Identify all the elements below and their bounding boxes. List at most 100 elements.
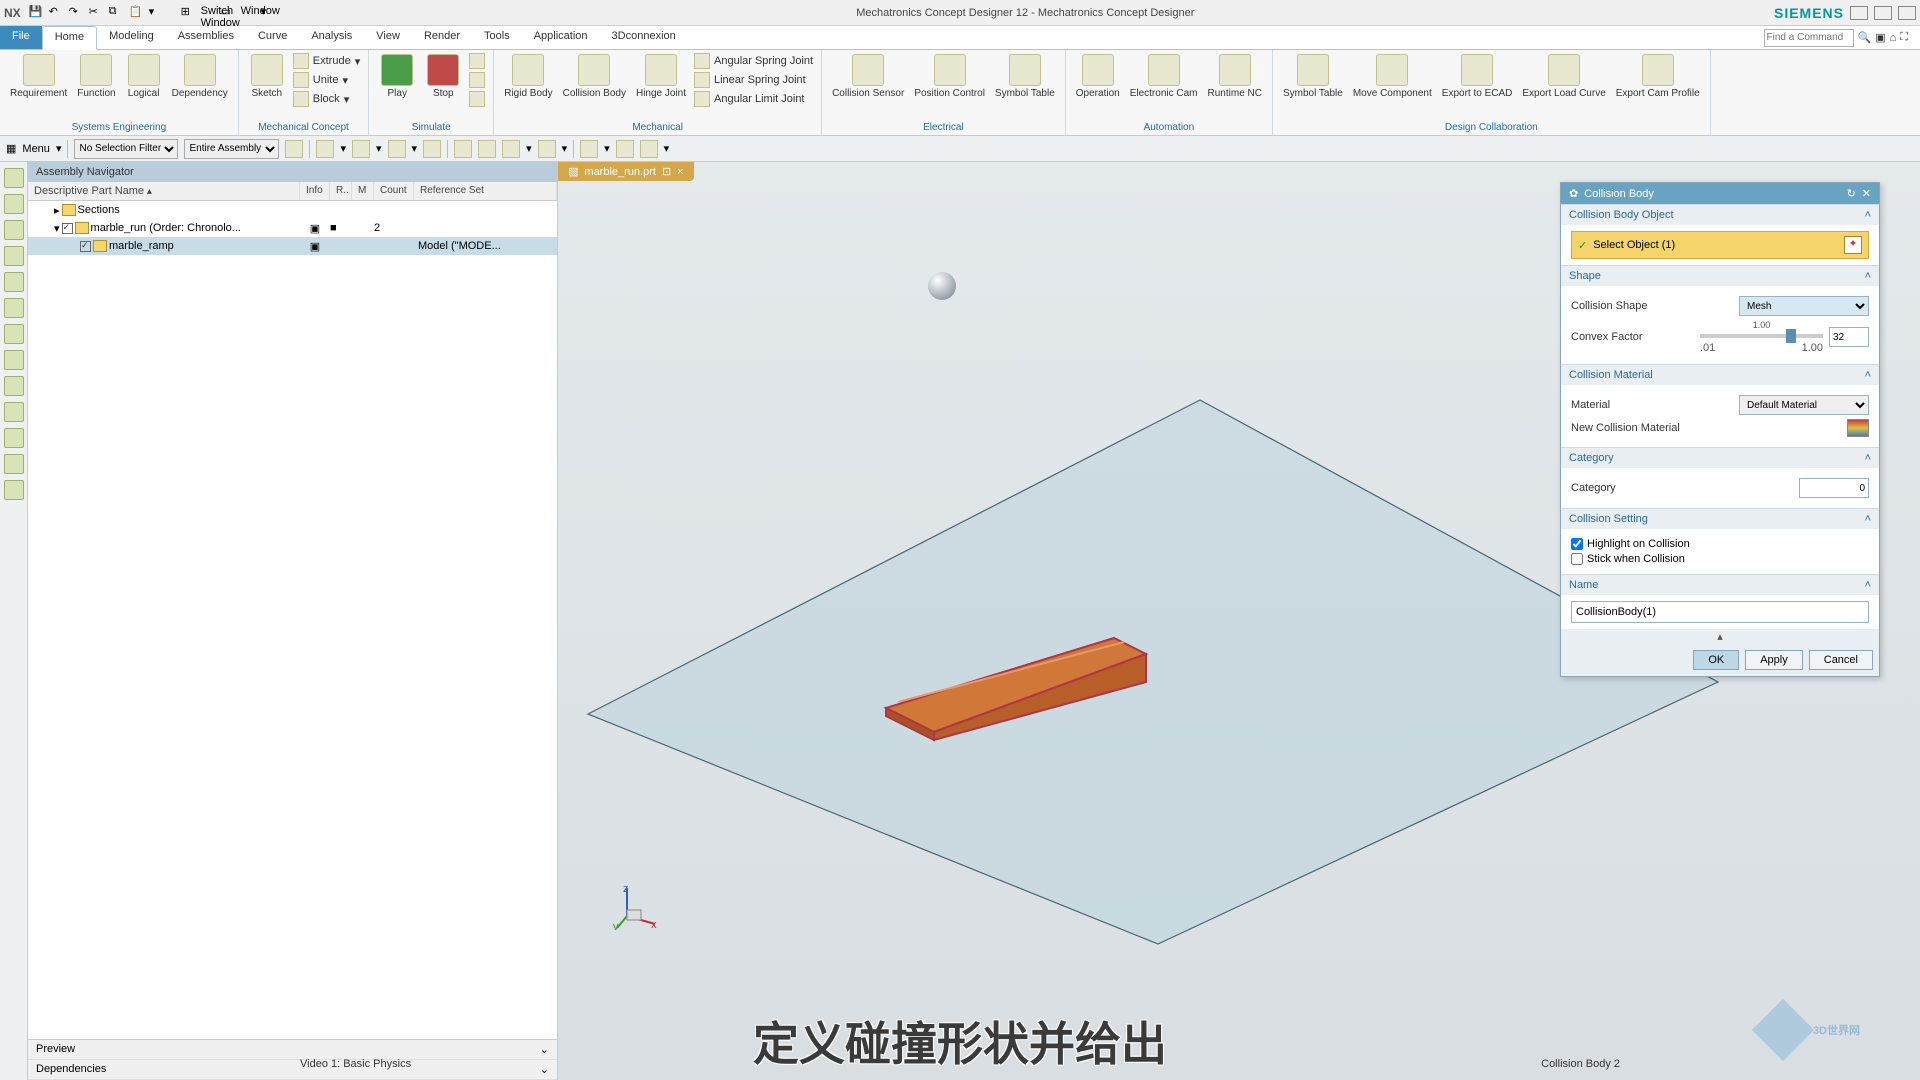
add-selection-icon[interactable]: ✦ [1844,236,1862,254]
close-icon[interactable]: ✕ [1862,187,1871,200]
convex-slider[interactable]: 1.00 .011.00 [1700,320,1823,354]
switch-window-icon[interactable]: ⊞ [181,5,197,21]
switch-window-label[interactable]: Switch Window [201,5,217,21]
sel-tool-icon[interactable] [423,140,441,158]
undo-icon[interactable]: ↶ [49,5,65,21]
snapshot-icon[interactable] [467,71,487,89]
collision-shape-select[interactable]: Mesh [1739,296,1869,316]
cut-icon[interactable]: ✂ [89,5,105,21]
ok-button[interactable]: OK [1693,650,1739,670]
stop-button[interactable]: Stop [421,52,465,101]
apply-button[interactable]: Apply [1745,650,1803,670]
tab-render[interactable]: Render [412,26,472,49]
part-nav-icon[interactable] [4,220,24,240]
sec-material[interactable]: Collision Material˄ [1561,364,1879,385]
col-ref[interactable]: Reference Set [414,182,557,200]
extrude-button[interactable]: Extrude▾ [291,52,362,70]
electronic-cam-button[interactable]: Electronic Cam [1126,52,1202,101]
hinge-joint-button[interactable]: Hinge Joint [632,52,690,101]
play-button[interactable]: Play [375,52,419,101]
tab-curve[interactable]: Curve [246,26,299,49]
physics-icon[interactable] [4,350,24,370]
sel-tool-icon[interactable] [538,140,556,158]
function-button[interactable]: Function [73,52,119,101]
tab-home[interactable]: Home [42,26,97,50]
record-icon[interactable] [467,90,487,108]
home-icon[interactable]: ⌂ [1890,32,1897,44]
close-icon[interactable] [1898,6,1916,20]
tree-body[interactable]: ▸ Sections ▾ marble_run (Order: Chronolo… [28,201,557,1039]
select-object[interactable]: ✓ Select Object (1) ✦ [1571,231,1869,259]
reset-icon[interactable]: ↻ [1847,187,1856,200]
more-icon[interactable]: ▾ [149,5,165,21]
viewport[interactable]: ▧ marble_run.prt ⊡ × z x y ✿ Collision B… [558,162,1920,1080]
viewport-tab[interactable]: ▧ marble_run.prt ⊡ × [558,162,694,181]
sel-tool-icon[interactable] [352,140,370,158]
expand-toggle[interactable]: ▴ [1561,629,1879,644]
collision-sensor-button[interactable]: Collision Sensor [828,52,908,101]
export-load-button[interactable]: Export Load Curve [1518,52,1609,101]
dependency-button[interactable]: Dependency [168,52,232,101]
ramp-body[interactable] [878,632,1158,742]
copy-icon[interactable]: ⧉ [109,5,125,21]
search-icon[interactable]: 🔍 [1858,31,1872,44]
block-button[interactable]: Block▾ [291,90,362,108]
checkbox[interactable] [62,223,73,234]
col-m[interactable]: M [352,182,374,200]
window-label[interactable]: Window [241,5,257,21]
capture-icon[interactable] [467,52,487,70]
tab-assemblies[interactable]: Assemblies [166,26,246,49]
rigid-body-button[interactable]: Rigid Body [500,52,556,101]
col-info[interactable]: Info [300,182,330,200]
reuse-icon[interactable] [4,246,24,266]
layer-icon[interactable] [4,454,24,474]
find-command-input[interactable] [1764,29,1854,47]
stick-checkbox[interactable] [1571,553,1583,565]
fullscreen-icon[interactable]: ⛶ [1900,31,1908,44]
move-component-button[interactable]: Move Component [1349,52,1436,101]
save-icon[interactable]: 💾 [29,5,45,21]
restore-icon[interactable] [1874,6,1892,20]
close-tab-icon[interactable]: × [677,166,683,178]
linear-spring-button[interactable]: Linear Spring Joint [692,71,815,89]
sel-tool-icon[interactable] [580,140,598,158]
paste-icon[interactable]: 📋 [129,5,145,21]
tree-row[interactable]: ▾ marble_run (Order: Chronolo... ▣■2 [28,219,557,237]
material-select[interactable]: Default Material [1739,395,1869,415]
sel-tool-icon[interactable] [478,140,496,158]
name-input[interactable] [1571,601,1869,623]
history-icon[interactable] [4,376,24,396]
logical-button[interactable]: Logical [122,52,166,101]
tab-3dconnexion[interactable]: 3Dconnexion [600,26,688,49]
convex-value[interactable] [1829,327,1869,347]
dropdown-icon[interactable]: ▾ [261,5,277,21]
sel-tool-icon[interactable] [454,140,472,158]
tab-file[interactable]: File [0,26,42,49]
sel-tool-icon[interactable] [640,140,658,158]
export-ecad-button[interactable]: Export to ECAD [1438,52,1517,101]
highlight-checkbox[interactable] [1571,538,1583,550]
info-icon[interactable]: ▣ [310,241,320,253]
sel-tool-icon[interactable] [388,140,406,158]
nav-icon[interactable] [4,168,24,188]
selection-scope[interactable]: Entire Assembly [184,139,279,159]
window-icon[interactable]: ▭ [221,5,237,21]
sel-tool-icon[interactable] [285,140,303,158]
sec-name[interactable]: Name˄ [1561,574,1879,595]
constraint-nav-icon[interactable] [4,272,24,292]
tab-view[interactable]: View [364,26,412,49]
sec-setting[interactable]: Collision Setting˄ [1561,508,1879,529]
runtime-nc-button[interactable]: Runtime NC [1204,52,1266,101]
tab-analysis[interactable]: Analysis [299,26,364,49]
sec-category[interactable]: Category˄ [1561,447,1879,468]
col-r[interactable]: R.. [330,182,352,200]
tab-modeling[interactable]: Modeling [97,26,166,49]
collision-body-button[interactable]: Collision Body [559,52,630,101]
sel-tool-icon[interactable] [316,140,334,158]
checkbox[interactable] [80,241,91,252]
sketch-button[interactable]: Sketch [245,52,289,101]
tab-tools[interactable]: Tools [472,26,522,49]
tree-row[interactable]: ▸ Sections [28,201,557,219]
symbol-table-button[interactable]: Symbol Table [991,52,1059,101]
sec-shape[interactable]: Shape˄ [1561,265,1879,286]
